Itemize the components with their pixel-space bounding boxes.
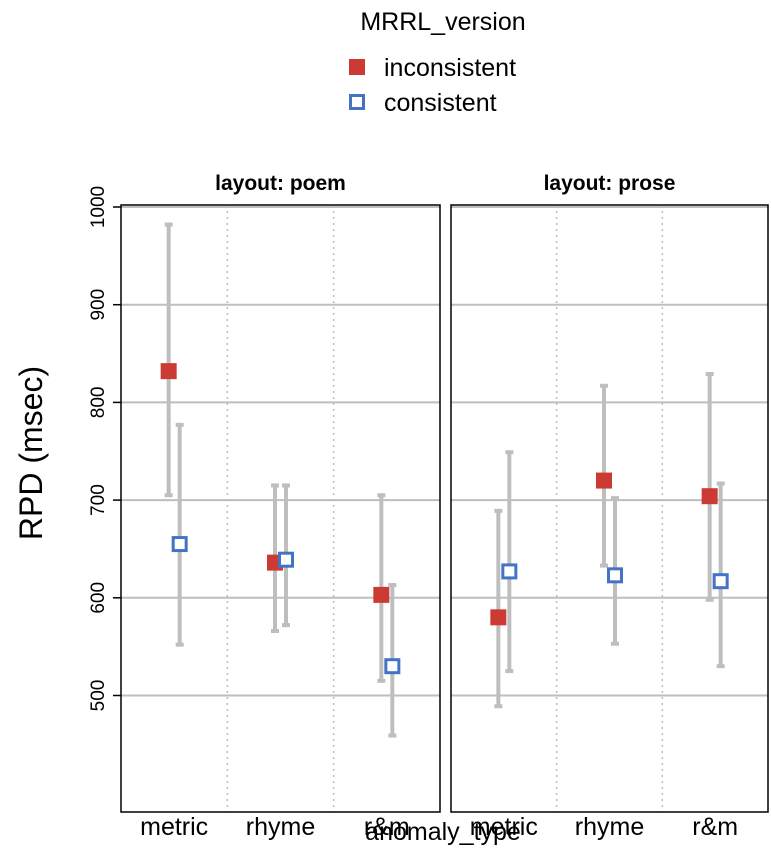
y-tick-label: 600 xyxy=(88,582,109,614)
x-tick-label: metric xyxy=(470,813,538,841)
panel-title: layout: poem xyxy=(215,172,346,195)
y-tick-label: 500 xyxy=(88,680,109,712)
point-consistent xyxy=(607,567,623,584)
plot-area: layout: poem metric rhyme r&m layout: prose m… xyxy=(88,172,769,841)
point-consistent xyxy=(501,563,518,580)
x-tick-label: metric xyxy=(140,813,208,841)
y-tick-label: 700 xyxy=(88,484,109,516)
legend-marker-consistent xyxy=(349,94,365,110)
point-inconsistent xyxy=(160,363,177,380)
panel-border xyxy=(450,204,769,813)
point-inconsistent xyxy=(373,586,390,603)
point-inconsistent xyxy=(490,609,507,626)
point-inconsistent xyxy=(596,472,612,489)
legend-marker-inconsistent xyxy=(349,59,365,75)
point-consistent xyxy=(278,551,294,568)
x-tick-label: rhyme xyxy=(575,813,644,841)
panel-border xyxy=(120,204,441,813)
legend-label-inconsistent: inconsistent xyxy=(384,54,516,82)
y-tick-label: 800 xyxy=(88,387,109,419)
x-tick-label: r&m xyxy=(364,813,410,841)
point-consistent xyxy=(384,658,401,675)
point-consistent xyxy=(171,536,188,553)
y-axis-label: RPD (msec) xyxy=(13,366,49,540)
y-tick-label: 900 xyxy=(88,289,109,321)
x-tick-label: rhyme xyxy=(246,813,315,841)
x-tick-label: r&m xyxy=(692,813,738,841)
point-consistent xyxy=(712,573,729,590)
x-axis-label: anomaly_type xyxy=(365,818,521,846)
panel-title: layout: prose xyxy=(544,172,676,195)
y-tick-label: 1000 xyxy=(88,186,109,228)
legend-title: MRRL_version xyxy=(360,8,525,36)
point-inconsistent xyxy=(701,488,718,505)
legend: MRRL_version inconsistent consistent xyxy=(349,8,526,117)
legend-label-consistent: consistent xyxy=(384,89,497,117)
